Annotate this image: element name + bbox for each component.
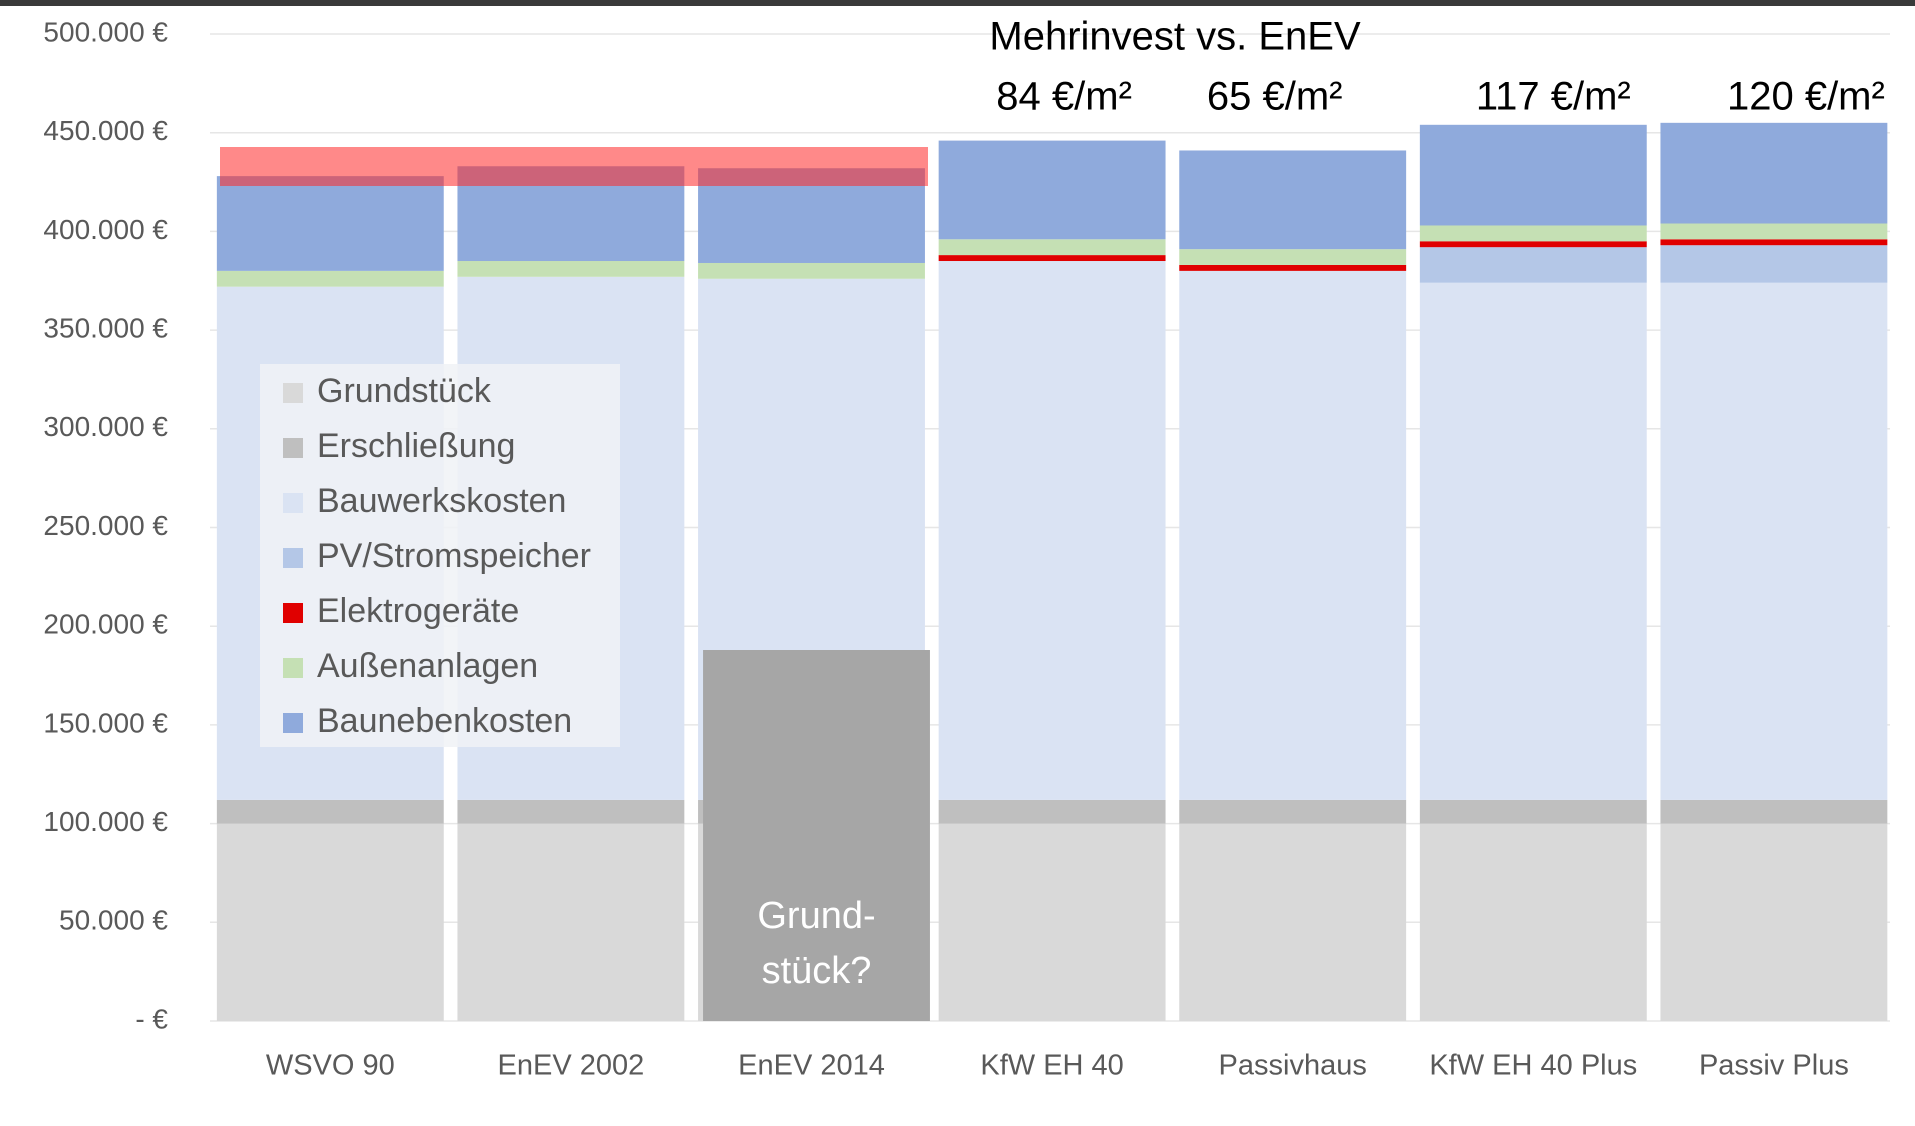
bar-segment — [938, 823, 1166, 1021]
annotation-label: 65 €/m² — [1207, 75, 1343, 119]
annotation-label: 84 €/m² — [996, 75, 1132, 119]
bar-segment — [1419, 241, 1647, 248]
legend-label: Bauwerkskosten — [317, 482, 566, 520]
bar-segment — [938, 255, 1166, 262]
bar-segment — [1179, 249, 1407, 265]
bar-segment — [1660, 245, 1888, 283]
bar-segment — [1660, 239, 1888, 246]
legend-label: Außenanlagen — [317, 647, 538, 685]
highlight-band — [220, 147, 928, 186]
legend-swatch — [283, 713, 303, 733]
bar-segment — [1419, 282, 1647, 800]
y-tick-label: 50.000 € — [59, 905, 168, 936]
bar-segment — [1660, 282, 1888, 800]
y-tick-label: 150.000 € — [43, 707, 168, 738]
y-tick-label: 400.000 € — [43, 214, 168, 245]
bar-segment — [1179, 823, 1407, 1021]
bar-segment — [1419, 247, 1647, 283]
x-tick-label: WSVO 90 — [266, 1050, 395, 1082]
bar-segment — [1179, 799, 1407, 824]
bar-segment — [1660, 799, 1888, 824]
bar-segment — [457, 799, 685, 824]
y-tick-label: 350.000 € — [43, 312, 168, 343]
annotation-label: 120 €/m² — [1727, 75, 1885, 119]
overlay-label: stück? — [762, 950, 872, 992]
y-tick-label: 450.000 € — [43, 115, 168, 146]
bar-segment — [938, 799, 1166, 824]
legend-label: Erschließung — [317, 427, 515, 465]
legend-swatch — [283, 548, 303, 568]
bar-segment — [698, 262, 925, 279]
bar-segment — [216, 176, 444, 271]
bar-segment — [1660, 122, 1888, 224]
y-tick-label: 200.000 € — [43, 609, 168, 640]
bar-segment — [1419, 799, 1647, 824]
bar-segment — [216, 823, 444, 1021]
bar-segment — [1419, 225, 1647, 242]
top-bar — [0, 0, 1915, 6]
overlay-label: Grund- — [757, 895, 875, 937]
bar-segment — [1660, 223, 1888, 240]
legend-label: Elektrogeräte — [317, 592, 519, 630]
legend-swatch — [283, 383, 303, 403]
bar-segment — [1419, 124, 1647, 226]
bar-segment — [457, 261, 685, 277]
legend-label: Baunebenkosten — [317, 702, 572, 740]
bar-segment — [457, 823, 685, 1021]
legend-swatch — [283, 438, 303, 458]
legend-swatch — [283, 603, 303, 623]
annotation-title: Mehrinvest vs. EnEV — [989, 15, 1361, 59]
bar-segment — [1179, 264, 1407, 271]
bar-segment — [216, 799, 444, 824]
y-tick-label: 500.000 € — [43, 16, 168, 47]
bar-segment — [1660, 823, 1888, 1021]
legend-box — [260, 364, 620, 747]
y-tick-label: 300.000 € — [43, 411, 168, 442]
x-tick-label: EnEV 2014 — [738, 1050, 885, 1082]
legend-label: Grundstück — [317, 372, 492, 410]
overlay-box — [703, 650, 930, 1021]
annotation-label: 117 €/m² — [1476, 75, 1631, 119]
y-tick-label: 250.000 € — [43, 510, 168, 541]
bar-segment — [938, 140, 1166, 240]
x-tick-label: KfW EH 40 Plus — [1429, 1050, 1637, 1082]
x-tick-label: Passiv Plus — [1699, 1050, 1849, 1082]
bar-segment — [938, 261, 1166, 800]
y-tick-label: 100.000 € — [43, 806, 168, 837]
x-tick-label: Passivhaus — [1219, 1050, 1367, 1082]
bar-segment — [216, 270, 444, 287]
legend-swatch — [283, 493, 303, 513]
bar-segment — [1179, 270, 1407, 800]
x-tick-label: EnEV 2002 — [498, 1050, 645, 1082]
y-tick-label: - € — [135, 1003, 168, 1034]
legend-label: PV/Stromspeicher — [317, 537, 591, 575]
legend-swatch — [283, 658, 303, 678]
bar-segment — [938, 239, 1166, 256]
bar-segment — [1419, 823, 1647, 1021]
x-tick-label: KfW EH 40 — [980, 1050, 1123, 1082]
bar-segment — [1179, 150, 1407, 250]
